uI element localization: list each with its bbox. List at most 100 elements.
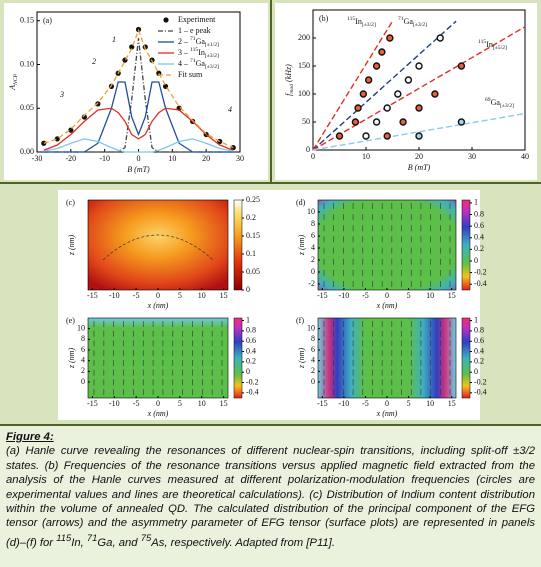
legend-label: 3 – 115In[±3/2] xyxy=(178,47,219,59)
x-tick-label: -10 xyxy=(339,399,350,408)
z-tick-label: 0 xyxy=(81,377,85,386)
x-tick-label: -10 xyxy=(339,291,350,300)
data-point xyxy=(364,76,373,84)
panel-label: (d) xyxy=(296,198,306,207)
z-tick-label: 2 xyxy=(311,255,315,264)
colorbar-label: -0.4 xyxy=(246,388,259,397)
surface-plot xyxy=(317,317,457,399)
text-part: mod xyxy=(289,84,295,94)
x-tick-label: -5 xyxy=(362,399,369,408)
line-label: 115In[±5/2] xyxy=(478,39,507,51)
data-point xyxy=(457,62,466,70)
text-part: [±3/2] xyxy=(362,22,376,28)
data-point xyxy=(383,104,391,112)
data-point xyxy=(129,44,135,50)
text-part: Ga xyxy=(196,59,206,68)
data-point xyxy=(394,90,402,98)
x-axis-label: B (mT) xyxy=(127,165,150,174)
annotation: 4 xyxy=(228,105,232,114)
colorbar-label: 0.05 xyxy=(246,267,260,276)
x-tick-label: -30 xyxy=(32,154,43,163)
x-tick-label: 20 xyxy=(202,154,210,163)
x-tick-label: 0 xyxy=(137,154,141,163)
z-tick-label: 2 xyxy=(311,366,315,375)
x-tick-label: 30 xyxy=(468,152,476,161)
surface-plot xyxy=(317,199,457,291)
caption-text: Ga, and xyxy=(97,536,141,549)
text-part: [±5/2] xyxy=(493,45,507,51)
annotation: 2 xyxy=(92,57,96,66)
text-part: Ga xyxy=(491,98,501,107)
line-label: 115In[±3/2] xyxy=(347,16,376,28)
panel-label: (e) xyxy=(66,316,75,325)
x-tick-label: -10 xyxy=(109,291,120,300)
data-point xyxy=(354,104,362,112)
x-tick-label: 10 xyxy=(426,291,434,300)
colorbar-label: -0.2 xyxy=(474,377,487,386)
text-part: 71 xyxy=(190,36,196,42)
data-point xyxy=(362,132,370,140)
text-part: Fit sum xyxy=(178,70,203,79)
text-part: In xyxy=(198,48,205,57)
colorbar-label: -0.4 xyxy=(474,279,487,288)
x-axis-label: x (nm) xyxy=(147,409,169,418)
colorbar-label: 0 xyxy=(474,256,478,265)
colorbar-label: 0.2 xyxy=(474,357,484,366)
caption-title: Figure 4: xyxy=(6,431,54,443)
colorbar-label: 0.4 xyxy=(474,233,484,242)
colorbar-label: 1 xyxy=(246,315,250,324)
legend-marker xyxy=(163,17,169,23)
colorbar-label: 1 xyxy=(474,315,478,324)
colorbar-label: 0.8 xyxy=(474,326,484,335)
y-tick-label: 150 xyxy=(298,61,310,70)
data-point xyxy=(378,48,386,56)
y-axis-label: fmod (kHz) xyxy=(284,64,295,96)
panel-label: (f) xyxy=(296,316,304,325)
x-tick-label: -10 xyxy=(99,154,110,163)
data-point xyxy=(372,118,381,126)
z-tick-label: 6 xyxy=(311,231,315,240)
text-part: [±3/2] xyxy=(500,103,514,109)
x-tick-label: 10 xyxy=(198,291,206,300)
text-part: A xyxy=(8,85,17,91)
z-axis-label: z (nm) xyxy=(67,235,76,257)
x-tick-label: 10 xyxy=(198,399,206,408)
colorbar xyxy=(233,317,243,399)
data-point xyxy=(335,132,344,140)
x-tick-label: -10 xyxy=(109,399,120,408)
x-tick-label: 0 xyxy=(385,291,389,300)
contour xyxy=(102,234,214,261)
text-part: f xyxy=(284,92,293,96)
theory-line xyxy=(312,20,457,151)
text-part: In xyxy=(486,40,493,49)
x-tick-label: 0 xyxy=(385,399,389,408)
x-tick-label: -5 xyxy=(362,291,369,300)
data-point xyxy=(415,62,423,70)
text-part: 71 xyxy=(190,58,196,64)
z-tick-label: 2 xyxy=(81,366,85,375)
x-tick-label: -5 xyxy=(133,291,140,300)
annotation: 3 xyxy=(59,90,64,99)
y-tick-label: 0.10 xyxy=(20,59,34,68)
x-tick-label: 20 xyxy=(415,152,423,161)
x-axis-label: x (nm) xyxy=(376,301,398,310)
text-part: 115 xyxy=(347,16,355,22)
x-tick-label: 5 xyxy=(407,291,411,300)
x-tick-label: 10 xyxy=(362,152,370,161)
colorbar xyxy=(461,317,471,399)
text-part: 3 – xyxy=(178,48,190,57)
text-part: 1 – e peak xyxy=(178,26,211,35)
x-tick-label: 5 xyxy=(407,399,411,408)
text-part: 115 xyxy=(478,39,486,45)
data-point xyxy=(415,132,423,140)
z-tick-label: 6 xyxy=(311,345,315,354)
colorbar-label: -0.2 xyxy=(246,377,259,386)
z-tick-label: 6 xyxy=(81,345,85,354)
data-point xyxy=(457,118,466,126)
text-part: (kHz) xyxy=(284,64,293,84)
text-part: Experiment xyxy=(178,15,216,24)
data-point xyxy=(415,104,423,112)
y-tick-label: 0.00 xyxy=(20,147,34,156)
y-tick-label: 0 xyxy=(306,145,310,154)
colorbar-label: 0 xyxy=(246,367,250,376)
